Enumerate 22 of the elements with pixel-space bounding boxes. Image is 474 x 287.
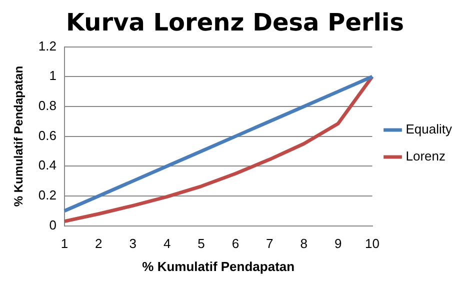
x-tick-label: 8 xyxy=(300,236,308,252)
legend-label: Equality xyxy=(406,122,452,137)
y-tick-label: 0 xyxy=(49,217,56,232)
x-tick-label: 6 xyxy=(232,236,240,252)
x-tick-label: 5 xyxy=(198,236,205,252)
x-axis-title: % Kumulatif Pendapatan xyxy=(142,258,295,274)
legend-label: Lorenz xyxy=(406,148,446,164)
y-tick-label: 1 xyxy=(49,68,56,84)
y-tick-label: 0.4 xyxy=(38,158,56,173)
x-tick-label: 4 xyxy=(163,236,171,252)
x-tick-label: 3 xyxy=(129,236,136,252)
y-tick-label: 0.2 xyxy=(38,188,56,203)
y-tick-label: 0.8 xyxy=(38,98,56,114)
x-tick-label: 7 xyxy=(266,236,274,252)
chart-title: Kurva Lorenz Desa Perlis xyxy=(66,8,404,37)
y-axis-title: % Kumulatif Pendapatan xyxy=(12,66,26,207)
x-tick-label: 2 xyxy=(95,236,102,252)
x-tick-label: 10 xyxy=(365,236,380,252)
y-tick-label: 1.2 xyxy=(38,38,56,54)
x-tick-label: 1 xyxy=(60,236,68,252)
y-tick-label: 0.6 xyxy=(38,128,56,143)
x-tick-label: 9 xyxy=(334,236,342,252)
